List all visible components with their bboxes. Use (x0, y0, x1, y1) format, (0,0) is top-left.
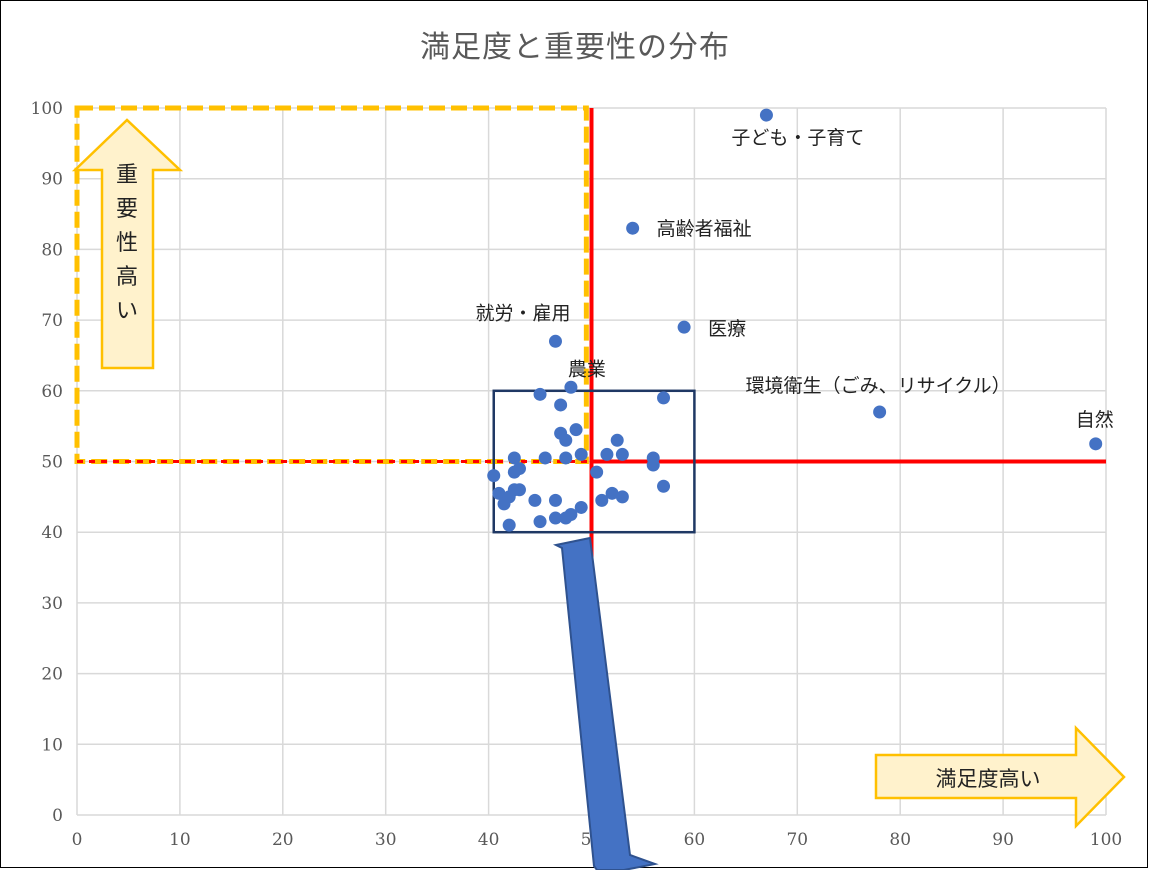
data-point (559, 451, 573, 465)
labeled-data-point (626, 221, 640, 235)
y-tick-label: 60 (41, 382, 63, 402)
x-tick-label: 100 (1090, 830, 1122, 850)
data-point (548, 493, 562, 507)
y-tick-label: 30 (41, 594, 63, 614)
y-axis-ticks: 0 10 20 30 40 50 60 70 80 90 100 (31, 99, 63, 826)
point-label: 自然 (1076, 409, 1114, 431)
importance-label-char: い (116, 299, 138, 324)
labeled-data-point (873, 405, 887, 419)
labeled-data-point (759, 108, 773, 122)
labeled-data-point (564, 380, 578, 394)
x-tick-label: 40 (478, 830, 500, 850)
data-point (646, 458, 660, 472)
x-tick-label: 60 (684, 830, 706, 850)
x-tick-label: 90 (992, 830, 1014, 850)
data-point (569, 423, 583, 437)
data-point (657, 479, 671, 493)
right-arrow-icon (874, 724, 1126, 830)
point-label: 子ども・子育て (731, 127, 864, 149)
point-label: 高齢者福祉 (657, 218, 752, 240)
x-tick-label: 70 (786, 830, 808, 850)
data-point (554, 398, 568, 412)
satisfaction-label: 満足度高い (936, 767, 1041, 791)
data-point (574, 500, 588, 514)
importance-label-char: 性 (116, 231, 138, 256)
x-tick-label: 30 (375, 830, 397, 850)
x-tick-label: 20 (272, 830, 294, 850)
data-point (615, 447, 629, 461)
data-point (507, 451, 521, 465)
data-point (657, 391, 671, 405)
data-point (615, 490, 629, 504)
data-point (533, 387, 547, 401)
data-point (538, 451, 552, 465)
x-tick-label: 10 (169, 830, 191, 850)
y-tick-label: 90 (41, 170, 63, 190)
labeled-data-point (548, 334, 562, 348)
data-point (559, 433, 573, 447)
data-point (574, 447, 588, 461)
y-tick-label: 20 (41, 665, 63, 685)
labeled-data-point (677, 320, 691, 334)
data-point (502, 518, 516, 532)
data-point (600, 447, 614, 461)
data-point (533, 515, 547, 529)
point-label: 就労・雇用 (475, 302, 570, 324)
data-point (548, 511, 562, 525)
importance-label-char: 高 (116, 265, 138, 290)
y-tick-label: 80 (41, 240, 63, 260)
x-tick-label: 80 (889, 830, 911, 850)
big-arrow-icon (552, 536, 659, 870)
importance-label-char: 重 (116, 163, 138, 188)
importance-label-char: 要 (116, 197, 138, 222)
data-point (595, 493, 609, 507)
data-point (559, 511, 573, 525)
highlight-quadrant-box (74, 105, 589, 464)
data-point (487, 469, 501, 483)
y-tick-label: 100 (31, 99, 63, 119)
data-point (590, 465, 604, 479)
y-tick-label: 40 (41, 523, 63, 543)
data-point (497, 497, 511, 511)
y-tick-label: 0 (52, 806, 63, 826)
data-point (610, 433, 624, 447)
y-tick-label: 50 (41, 453, 63, 473)
data-point (605, 486, 619, 500)
data-point (528, 493, 542, 507)
point-label: 環境衛生（ごみ、リサイクル） (746, 375, 1011, 397)
chart-title: 満足度と重要性の分布 (420, 30, 730, 65)
data-point (507, 465, 521, 479)
up-arrow-icon (71, 118, 184, 370)
labeled-data-point (1089, 437, 1103, 451)
x-tick-label: 0 (72, 830, 83, 850)
cluster-box (492, 389, 696, 534)
point-label: 農業 (568, 358, 606, 380)
y-tick-label: 70 (41, 311, 63, 331)
data-point (492, 486, 506, 500)
y-tick-label: 10 (41, 735, 63, 755)
point-label: 医療 (708, 318, 746, 340)
data-points (487, 108, 1103, 532)
